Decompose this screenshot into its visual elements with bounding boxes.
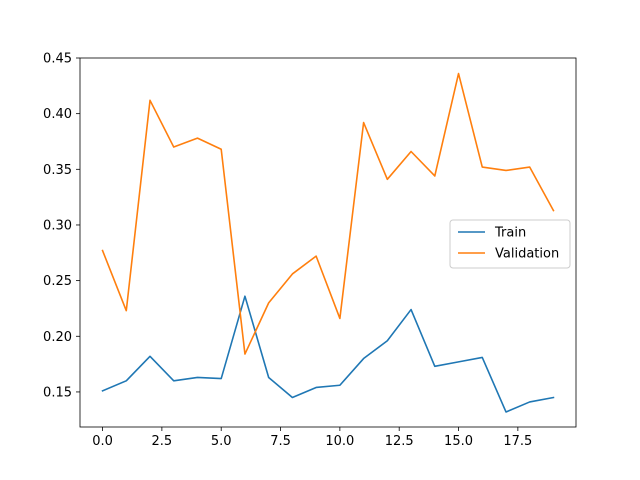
x-tick-label: 5.0 xyxy=(211,434,232,449)
y-axis: 0.15 0.20 0.25 0.30 0.35 0.40 0.45 xyxy=(43,52,80,400)
y-tick-label: 0.20 xyxy=(43,330,72,345)
legend-label-train: Train xyxy=(494,226,526,241)
legend: Train Validation xyxy=(449,219,571,269)
plot-frame xyxy=(79,57,577,428)
x-tick-label: 12.5 xyxy=(385,434,414,449)
y-tick-label: 0.40 xyxy=(43,107,72,122)
y-tick-label: 0.25 xyxy=(43,274,72,289)
series-line-train xyxy=(101,295,555,413)
y-tick-label: 0.45 xyxy=(43,52,72,67)
x-tick-label: 0.0 xyxy=(92,434,113,449)
y-tick-label: 0.15 xyxy=(43,385,72,400)
x-axis: 0.0 2.5 5.0 7.5 10.0 12.5 15.0 17.5 xyxy=(92,427,532,449)
x-tick-label: 2.5 xyxy=(152,434,173,449)
series-line-validation xyxy=(101,72,555,355)
series-lines xyxy=(101,72,555,413)
x-tick-label: 15.0 xyxy=(444,434,473,449)
y-tick-label: 0.35 xyxy=(43,163,72,178)
x-tick-label: 17.5 xyxy=(503,434,532,449)
y-tick-label: 0.30 xyxy=(43,218,72,233)
x-tick-label: 10.0 xyxy=(325,434,354,449)
legend-label-validation: Validation xyxy=(495,247,559,262)
x-tick-label: 7.5 xyxy=(270,434,291,449)
